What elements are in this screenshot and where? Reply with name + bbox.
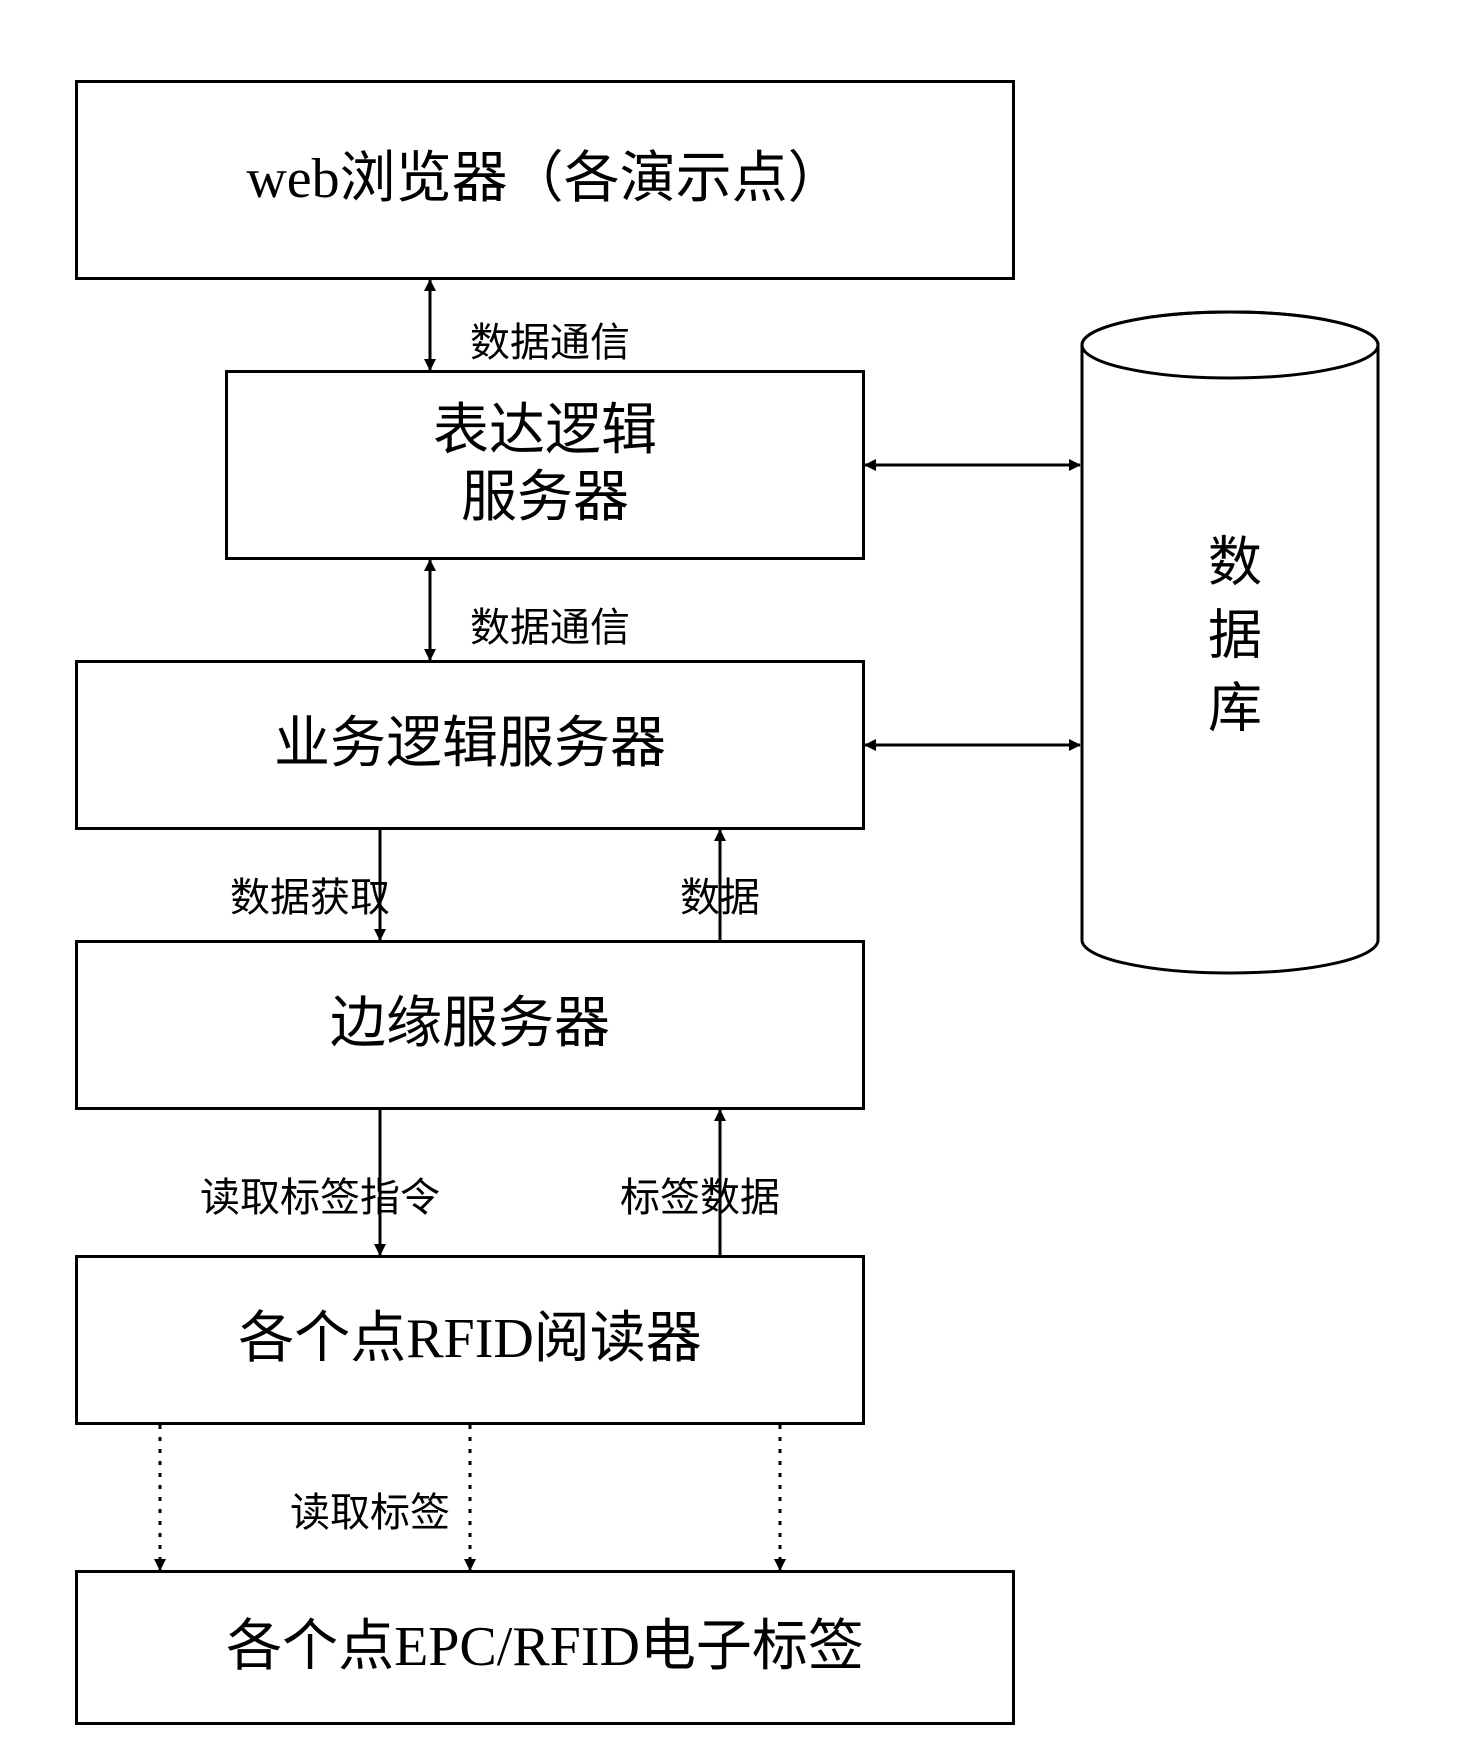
box-tag-label: 各个点EPC/RFID电子标签 xyxy=(226,1614,864,1681)
label-edge-reader-up: 标签数据 xyxy=(620,1165,780,1223)
box-business-logic-server: 业务逻辑服务器 xyxy=(75,660,865,830)
box-epc-rfid-tag: 各个点EPC/RFID电子标签 xyxy=(75,1570,1015,1725)
label-express-business: 数据通信 xyxy=(470,595,630,653)
label-business-edge-down: 数据获取 xyxy=(230,865,390,923)
box-web-label: web浏览器（各演示点） xyxy=(246,146,843,213)
database-label: 数据库 xyxy=(1191,533,1270,752)
box-rfid-reader: 各个点RFID阅读器 xyxy=(75,1255,865,1425)
box-edge-label: 边缘服务器 xyxy=(330,991,610,1058)
box-express-logic-server: 表达逻辑 服务器 xyxy=(225,370,865,560)
label-edge-reader-down: 读取标签指令 xyxy=(200,1165,440,1223)
label-reader-tag: 读取标签 xyxy=(290,1480,450,1538)
database-cylinder: 数据库 xyxy=(1080,310,1380,975)
box-express-label: 表达逻辑 服务器 xyxy=(433,398,657,532)
box-web-browser: web浏览器（各演示点） xyxy=(75,80,1015,280)
diagram-canvas: web浏览器（各演示点） 表达逻辑 服务器 业务逻辑服务器 边缘服务器 各个点R… xyxy=(0,0,1459,1758)
label-business-edge-up: 数据 xyxy=(680,865,760,923)
box-edge-server: 边缘服务器 xyxy=(75,940,865,1110)
box-reader-label: 各个点RFID阅读器 xyxy=(238,1306,702,1373)
box-business-label: 业务逻辑服务器 xyxy=(274,711,666,778)
label-web-express: 数据通信 xyxy=(470,310,630,368)
